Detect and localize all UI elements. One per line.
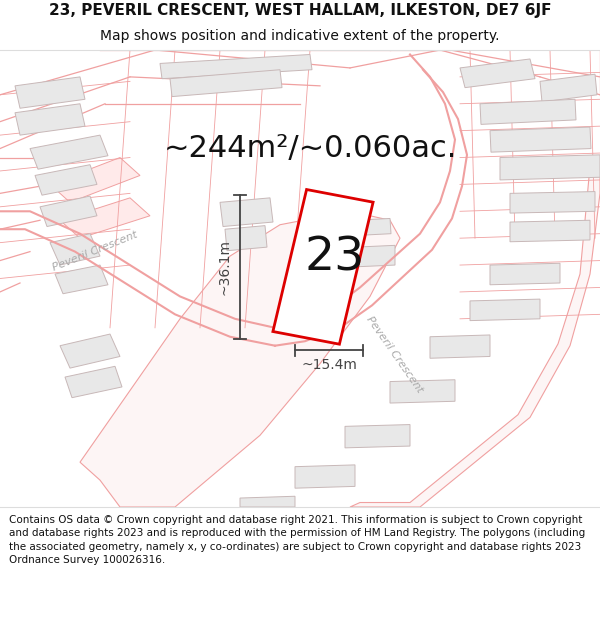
Text: ~15.4m: ~15.4m [301, 357, 357, 371]
Polygon shape [40, 196, 97, 226]
Polygon shape [35, 165, 97, 195]
Polygon shape [60, 198, 150, 238]
Polygon shape [355, 246, 395, 267]
Polygon shape [510, 192, 595, 213]
Polygon shape [15, 104, 85, 135]
Polygon shape [390, 380, 455, 403]
Polygon shape [50, 158, 140, 202]
Polygon shape [430, 335, 490, 358]
Polygon shape [500, 155, 600, 180]
Polygon shape [460, 59, 535, 88]
Polygon shape [55, 265, 108, 294]
Text: Contains OS data © Crown copyright and database right 2021. This information is : Contains OS data © Crown copyright and d… [9, 515, 585, 565]
Polygon shape [80, 211, 400, 507]
Polygon shape [160, 54, 312, 79]
Polygon shape [15, 77, 85, 108]
Polygon shape [540, 74, 597, 102]
Text: Map shows position and indicative extent of the property.: Map shows position and indicative extent… [100, 29, 500, 43]
Text: 23, PEVERIL CRESCENT, WEST HALLAM, ILKESTON, DE7 6JF: 23, PEVERIL CRESCENT, WEST HALLAM, ILKES… [49, 4, 551, 19]
Polygon shape [350, 166, 600, 507]
Polygon shape [170, 70, 282, 97]
Polygon shape [225, 226, 267, 251]
Polygon shape [480, 99, 576, 124]
Text: ~244m²/~0.060ac.: ~244m²/~0.060ac. [163, 134, 457, 163]
Polygon shape [470, 299, 540, 321]
Polygon shape [345, 424, 410, 448]
Polygon shape [30, 135, 108, 169]
Polygon shape [220, 198, 273, 226]
Text: ~36.1m: ~36.1m [217, 239, 231, 295]
Text: 23: 23 [305, 236, 365, 281]
Text: Peveril Crescent: Peveril Crescent [365, 314, 425, 395]
Polygon shape [510, 220, 590, 242]
Text: Peveril Crescent: Peveril Crescent [51, 230, 139, 273]
Polygon shape [240, 496, 295, 507]
Polygon shape [490, 127, 591, 152]
Polygon shape [295, 465, 355, 488]
Polygon shape [355, 219, 391, 236]
Polygon shape [60, 334, 120, 368]
Polygon shape [65, 366, 122, 398]
Polygon shape [490, 263, 560, 285]
Bar [273, 189, 373, 344]
Polygon shape [50, 234, 100, 265]
